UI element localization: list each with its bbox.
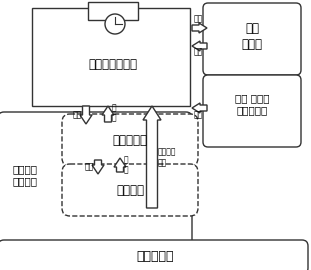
FancyBboxPatch shape: [62, 164, 198, 216]
FancyArrow shape: [192, 103, 207, 113]
Text: 봉사단체: 봉사단체: [116, 184, 144, 197]
Text: 학교운영위원회: 학교운영위원회: [89, 59, 137, 72]
Text: 학교 관계자
평가위원회: 학교 관계자 평가위원회: [235, 93, 269, 115]
FancyBboxPatch shape: [203, 75, 301, 147]
Text: 의회: 의회: [85, 163, 94, 171]
FancyArrow shape: [192, 41, 207, 51]
Text: 평가: 평가: [193, 110, 203, 120]
FancyBboxPatch shape: [0, 112, 192, 270]
Text: 학교
평의원: 학교 평의원: [242, 22, 262, 50]
FancyArrow shape: [192, 23, 207, 33]
Bar: [88, 2, 138, 20]
Text: 상담: 상담: [193, 15, 203, 23]
Text: 교육활동
지원: 교육활동 지원: [158, 147, 177, 167]
FancyBboxPatch shape: [0, 240, 308, 270]
FancyArrow shape: [102, 106, 114, 122]
Text: 조언: 조언: [193, 48, 203, 56]
Text: 코디네이터: 코디네이터: [113, 133, 147, 147]
FancyArrow shape: [92, 160, 104, 174]
Bar: [32, 8, 190, 106]
FancyBboxPatch shape: [203, 3, 301, 75]
FancyArrow shape: [80, 106, 92, 124]
Text: 조
정: 조 정: [112, 103, 117, 123]
Text: 학교협의회: 학교협의회: [136, 251, 174, 264]
Circle shape: [105, 14, 125, 34]
FancyArrow shape: [114, 158, 126, 172]
FancyBboxPatch shape: [62, 114, 198, 166]
Text: 의회: 의회: [73, 110, 82, 120]
FancyArrow shape: [143, 106, 161, 208]
Text: 조
정: 조 정: [124, 155, 129, 175]
Text: 학교지역
지원본부: 학교지역 지원본부: [12, 164, 38, 186]
